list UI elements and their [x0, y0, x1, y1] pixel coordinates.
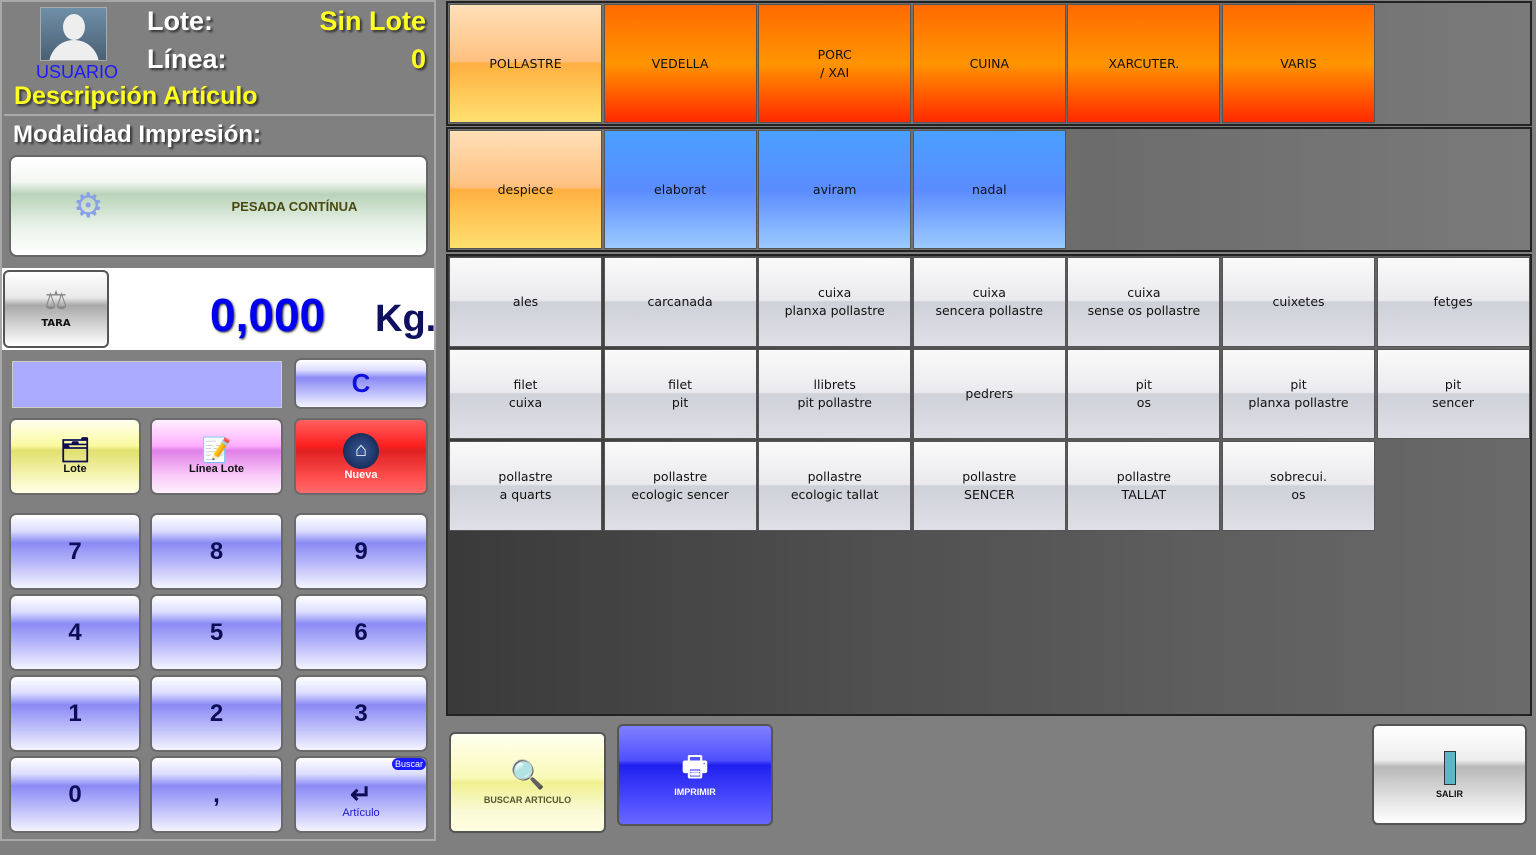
product-button[interactable]: filet pit: [603, 349, 757, 439]
family-button[interactable]: PORC / XAI: [758, 4, 912, 123]
subfamily-button[interactable]: elaborat: [603, 130, 757, 249]
magnifier-icon: 🔍: [510, 758, 545, 790]
digit-key-7[interactable]: 7: [9, 513, 141, 590]
enter-articulo-button[interactable]: Buscar ↵ Artículo: [294, 756, 428, 833]
lote-button-label: Lote: [63, 462, 87, 475]
product-button[interactable]: cuixa sencera pollastre: [912, 257, 1066, 347]
digit-key-8[interactable]: 8: [150, 513, 283, 590]
lote-button[interactable]: 🗂 Lote: [9, 418, 141, 495]
imprimir-button[interactable]: 🖶 IMPRIMIR: [617, 724, 773, 826]
clear-label: C: [351, 368, 371, 398]
product-button[interactable]: cuixa planxa pollastre: [758, 257, 912, 347]
print-mode-title: Modalidad Impresión:: [13, 121, 262, 148]
family-button[interactable]: CUINA: [912, 4, 1066, 123]
print-mode-label: PESADA CONTÍNUA: [231, 198, 358, 214]
home-icon: ⌂: [343, 432, 379, 469]
exit-door-icon: [1443, 750, 1456, 785]
product-button[interactable]: pit os: [1067, 349, 1221, 439]
nueva-button[interactable]: ⌂ Nueva: [294, 418, 428, 495]
tara-button[interactable]: ⚖ TARA: [3, 270, 109, 348]
printer-icon: 🖶: [681, 751, 709, 782]
digit-key-comma[interactable]: ,: [150, 756, 283, 833]
digit-key-4[interactable]: 4: [9, 594, 141, 671]
digit-key-3[interactable]: 3: [294, 675, 428, 752]
weights-icon: ⚖: [44, 286, 68, 316]
product-button[interactable]: carcanada: [603, 257, 757, 347]
nueva-label: Nueva: [344, 468, 378, 481]
linea-lote-button[interactable]: 📝 Línea Lote: [150, 418, 283, 495]
keypad-input[interactable]: [12, 361, 282, 408]
lote-value: Sin Lote: [319, 6, 427, 36]
product-button[interactable]: pollastre a quarts: [449, 441, 602, 531]
user-avatar-icon: [40, 7, 107, 61]
article-description: Descripción Artículo: [14, 82, 258, 110]
product-button[interactable]: fetges: [1376, 257, 1530, 347]
digit-key-6[interactable]: 6: [294, 594, 428, 671]
product-button[interactable]: pollastre TALLAT: [1067, 441, 1221, 531]
subfamily-button[interactable]: aviram: [758, 130, 912, 249]
linea-lote-label: Línea Lote: [188, 462, 244, 475]
product-button[interactable]: cuixetes: [1222, 257, 1375, 347]
digit-key-0[interactable]: 0: [9, 756, 141, 833]
buscar-badge: Buscar: [391, 758, 426, 770]
product-button[interactable]: sobrecui. os: [1222, 441, 1375, 531]
family-button[interactable]: VARIS: [1222, 4, 1375, 123]
database-icon: 🗂: [59, 436, 91, 464]
product-button[interactable]: pit planxa pollastre: [1222, 349, 1375, 439]
product-button[interactable]: pollastre SENCER: [912, 441, 1066, 531]
family-button[interactable]: XARCUTER.: [1067, 4, 1221, 123]
product-button[interactable]: llibrets pit pollastre: [758, 349, 912, 439]
product-button[interactable]: pit sencer: [1376, 349, 1530, 439]
product-button[interactable]: filet cuixa: [449, 349, 602, 439]
buscar-articulo-button[interactable]: 🔍 BUSCAR ARTICULO: [449, 732, 606, 833]
weight-value: 0,000: [210, 289, 326, 341]
product-button[interactable]: ales: [449, 257, 602, 347]
product-button[interactable]: cuixa sense os pollastre: [1067, 257, 1221, 347]
enter-arrow-icon: ↵: [350, 778, 372, 809]
family-button[interactable]: VEDELLA: [603, 4, 757, 123]
weight-unit: Kg.: [375, 298, 437, 340]
print-mode-button[interactable]: ⚙ PESADA CONTÍNUA: [9, 155, 428, 257]
notepad-icon: 📝: [201, 436, 232, 464]
linea-value: 0: [410, 44, 426, 74]
product-button[interactable]: pollastre ecologic tallat: [758, 441, 912, 531]
buscar-label: BUSCAR ARTICULO: [483, 794, 572, 805]
gear-icon: ⚙: [73, 186, 104, 226]
product-button[interactable]: pollastre ecologic sencer: [603, 441, 757, 531]
info-header: USUARIO Lote: Sin Lote Línea: 0 Descripc…: [4, 4, 434, 116]
product-button[interactable]: pedrers: [912, 349, 1066, 439]
clear-button[interactable]: C: [294, 358, 428, 409]
tara-label: TARA: [41, 318, 71, 329]
digit-key-9[interactable]: 9: [294, 513, 428, 590]
subfamily-button[interactable]: despiece: [449, 130, 602, 249]
digit-key-1[interactable]: 1: [9, 675, 141, 752]
user-label: USUARIO: [36, 62, 119, 82]
digit-key-2[interactable]: 2: [150, 675, 283, 752]
lote-label: Lote:: [147, 6, 213, 36]
subfamily-button[interactable]: nadal: [912, 130, 1066, 249]
salir-label: SALIR: [1436, 788, 1463, 799]
imprimir-label: IMPRIMIR: [674, 787, 716, 797]
enter-label: Artículo: [342, 806, 380, 819]
linea-label: Línea:: [147, 44, 227, 74]
family-button[interactable]: POLLASTRE: [449, 4, 602, 123]
salir-button[interactable]: SALIR: [1372, 724, 1527, 825]
digit-key-5[interactable]: 5: [150, 594, 283, 671]
